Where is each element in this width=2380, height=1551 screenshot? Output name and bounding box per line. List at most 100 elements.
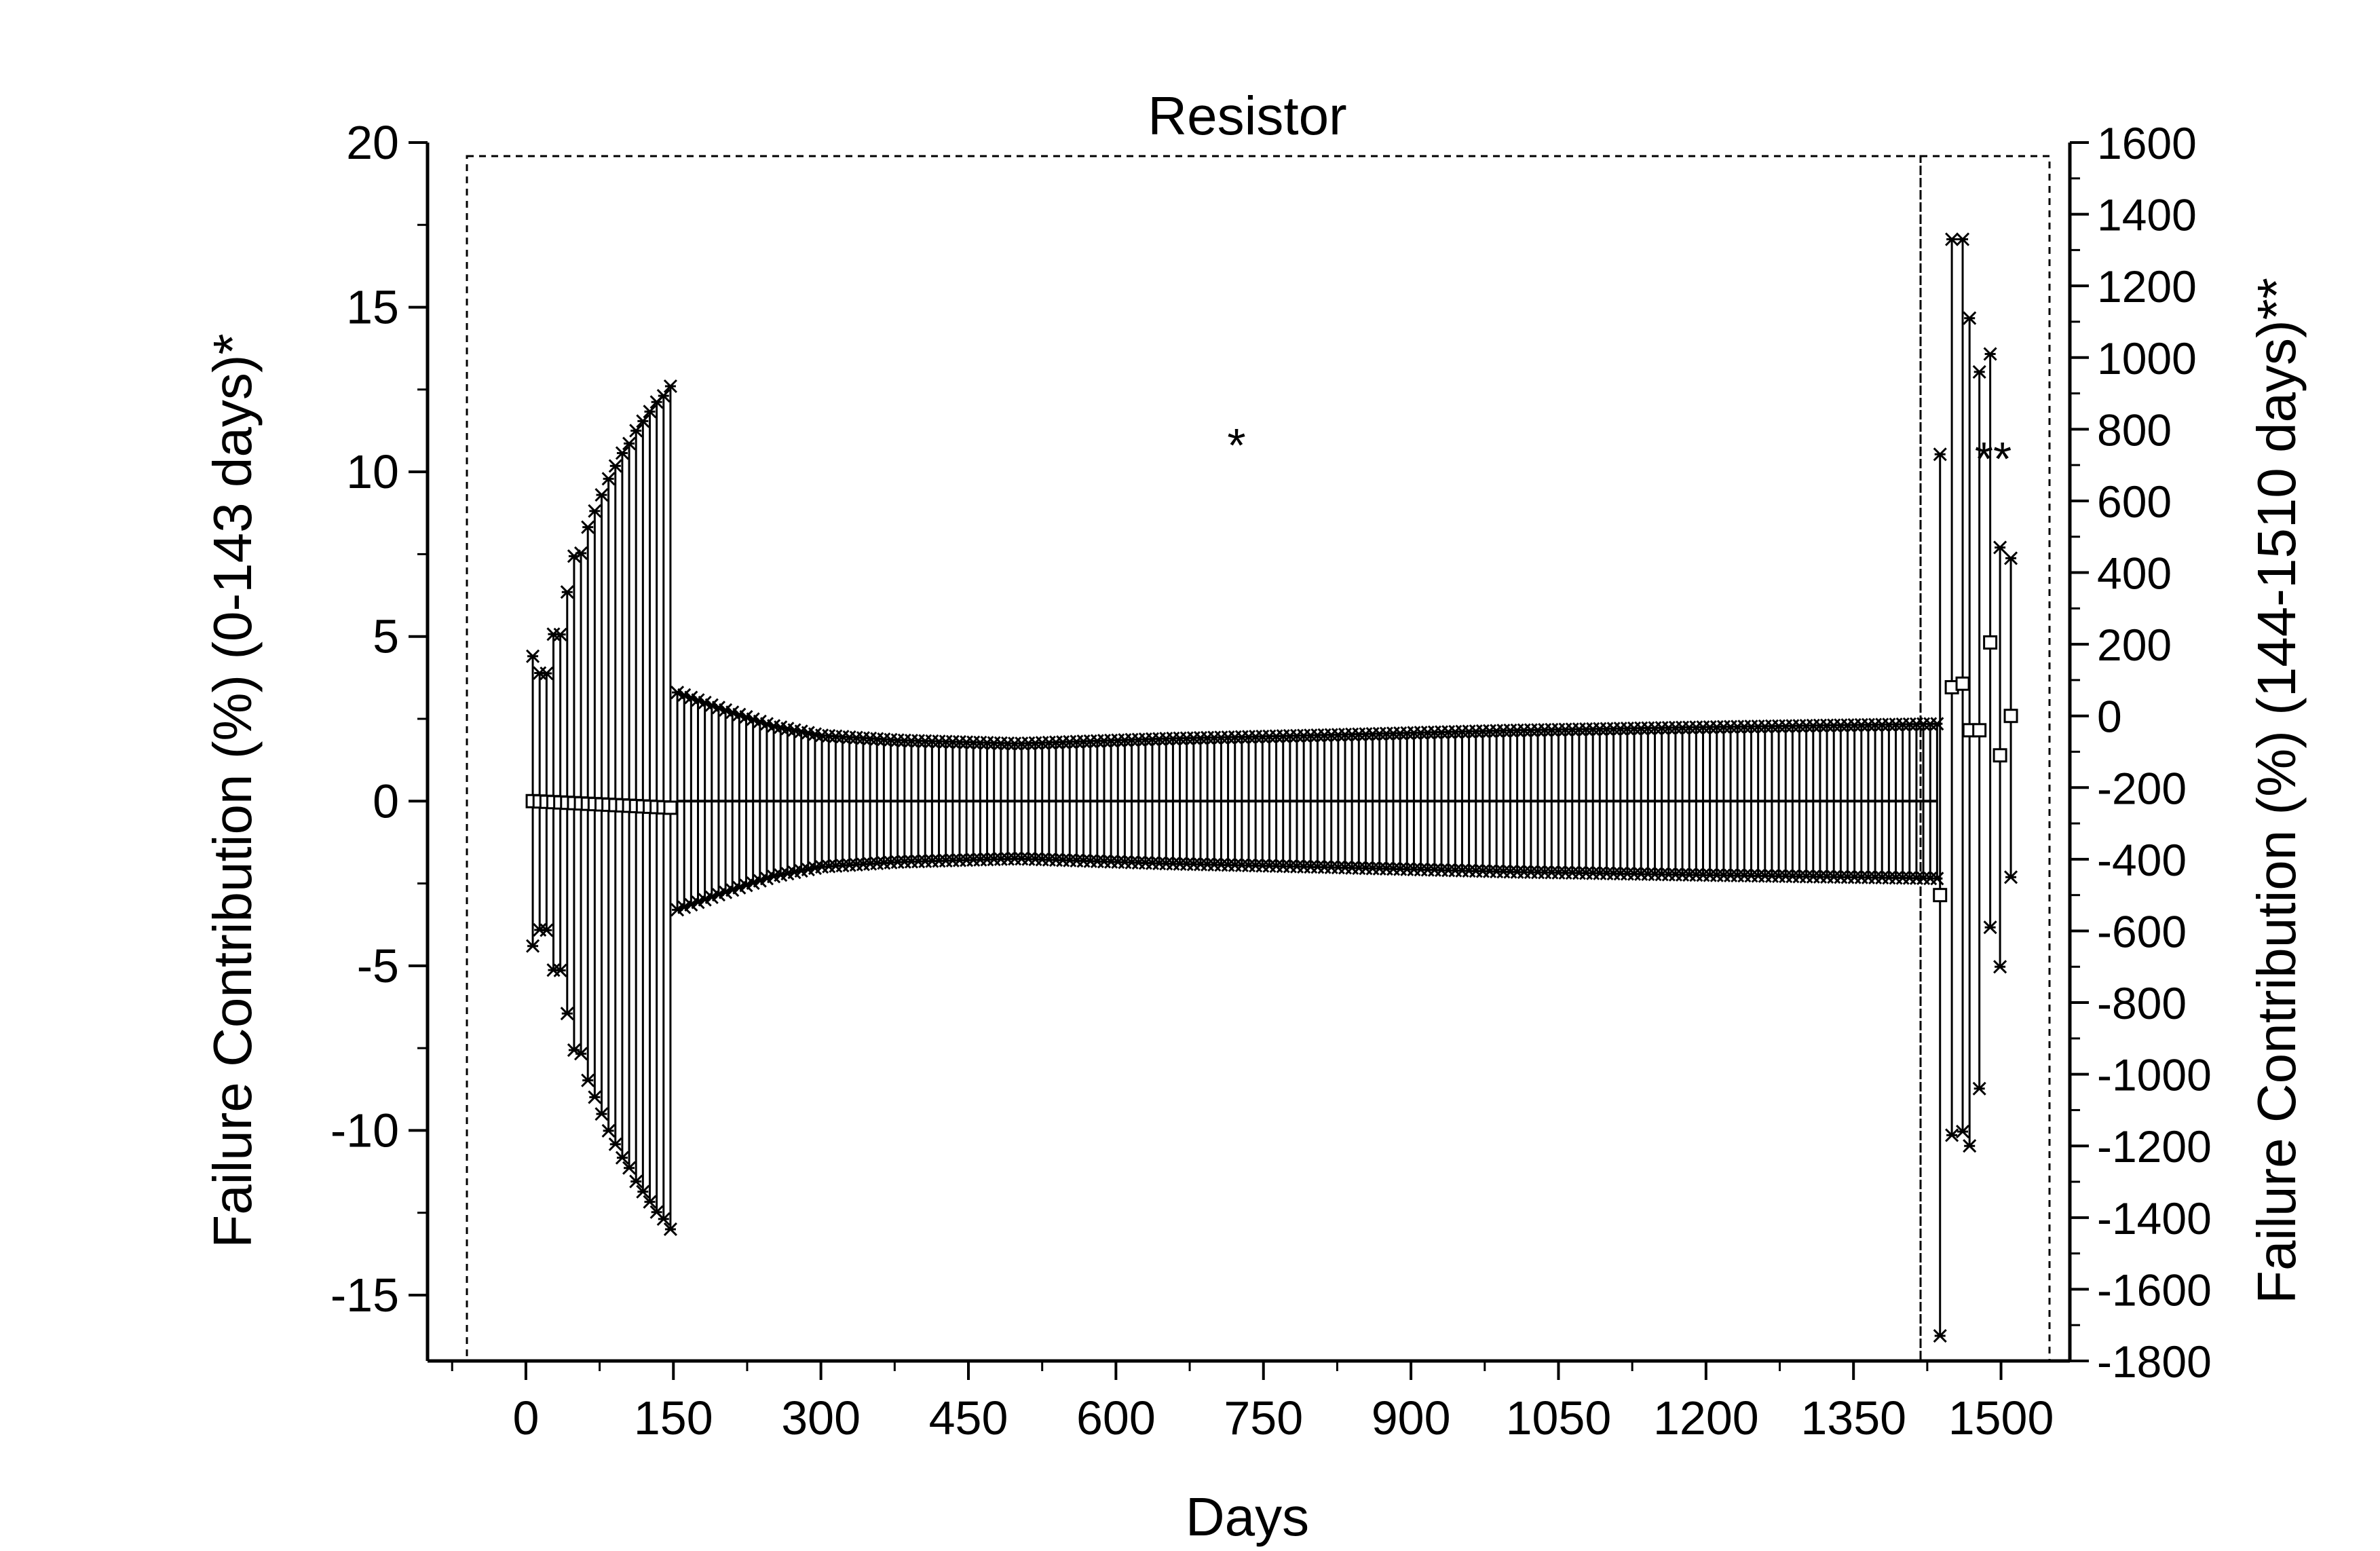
y-axis-right-label: Failure Contribution (%) (144-1510 days)… [2246, 278, 2307, 1304]
error-cross-bottom [2003, 870, 2018, 884]
error-cross-top [643, 405, 657, 419]
data-point [1972, 723, 1987, 738]
error-cross-bottom [560, 1007, 574, 1021]
y-right-tick-label: -400 [2097, 835, 2187, 885]
error-cross-bottom [643, 1195, 657, 1209]
error-cross-top [663, 379, 677, 394]
y-right-tick-label: 800 [2097, 405, 2172, 455]
x-tick-label: 300 [781, 1391, 861, 1444]
error-cross-bottom [608, 1137, 622, 1151]
error-cross-top [656, 389, 670, 403]
error-cross-top [588, 504, 602, 518]
error-cross-bottom [1955, 1125, 1970, 1139]
error-envelope-bottom [677, 858, 1938, 911]
error-cross-top [1945, 232, 1959, 246]
error-cross-bottom [525, 939, 540, 953]
error-cross-top [1963, 311, 1977, 325]
error-cross-top [1955, 232, 1970, 246]
error-cross-bottom [629, 1174, 643, 1189]
error-cross-bottom [1933, 1328, 1947, 1343]
error-envelope-top [677, 692, 1938, 745]
error-cross-bottom [1983, 920, 1997, 935]
y-left-tick-label: -15 [330, 1269, 399, 1322]
y-left-tick-label: -5 [357, 939, 399, 992]
data-point [1992, 748, 2007, 763]
data-point [663, 800, 678, 815]
x-tick-label: 150 [634, 1391, 713, 1444]
error-cross-bottom [540, 923, 554, 937]
annotation-left: * [1227, 419, 1245, 472]
x-tick-label: 900 [1372, 1391, 1451, 1444]
y-right-tick-label: 200 [2097, 620, 2172, 670]
x-tick-label: 600 [1076, 1391, 1156, 1444]
y-left-tick-label: 5 [373, 610, 399, 663]
data-point [1955, 676, 1970, 691]
annotation-right: ** [1975, 432, 2011, 485]
error-cross-bottom [553, 963, 567, 977]
error-cross-top [1983, 347, 1997, 361]
x-tick-label: 450 [929, 1391, 1008, 1444]
error-cross-top [560, 585, 574, 599]
error-cross-bottom [1963, 1139, 1977, 1153]
data-point [2003, 709, 2018, 724]
error-cross-top [573, 546, 588, 561]
error-cross-bottom [601, 1123, 616, 1138]
error-cross-top [615, 446, 629, 460]
y-right-tick-label: 600 [2097, 476, 2172, 527]
error-cross-bottom [1993, 960, 2007, 974]
y-right-tick-label: -200 [2097, 763, 2187, 813]
error-cross-top [1993, 540, 2007, 555]
error-cross-bottom [663, 1222, 677, 1237]
x-tick-label: 1500 [1948, 1391, 2054, 1444]
error-cross-top [2003, 551, 2018, 565]
y-left-tick-label: 0 [373, 774, 399, 827]
error-cross-bottom [656, 1212, 670, 1226]
error-cross-top [525, 649, 540, 663]
data-point [1933, 888, 1948, 903]
error-cross-bottom [622, 1161, 637, 1175]
data-layer [525, 232, 2018, 1343]
x-tick-label: 1350 [1800, 1391, 1906, 1444]
error-cross-bottom [1972, 1081, 1986, 1096]
y-right-tick-label: -600 [2097, 906, 2187, 956]
error-cross-top [1933, 447, 1947, 462]
data-point [1983, 635, 1998, 650]
error-cross-top [581, 520, 595, 534]
y-right-tick-label: -1200 [2097, 1121, 2212, 1172]
y-right-tick-label: -1800 [2097, 1337, 2212, 1387]
x-tick-label: 0 [512, 1391, 539, 1444]
error-cross-top [1972, 365, 1986, 379]
y-right-tick-label: -1600 [2097, 1265, 2212, 1315]
y-right-tick-label: 1200 [2097, 261, 2197, 312]
error-cross-top [622, 436, 637, 451]
error-cross-bottom [581, 1073, 595, 1087]
error-cross-top [601, 472, 616, 486]
y-right-tick-label: -1000 [2097, 1050, 2212, 1100]
error-cross-bottom [636, 1184, 650, 1199]
y-right-tick-label: -1400 [2097, 1193, 2212, 1244]
x-axis-label: Days [1186, 1487, 1309, 1547]
error-cross-top [608, 459, 622, 473]
error-cross-bottom [594, 1107, 609, 1121]
chart-title: Resistor [1148, 86, 1346, 146]
x-tick-label: 750 [1224, 1391, 1303, 1444]
y-right-tick-label: 400 [2097, 548, 2172, 599]
error-cross-bottom [1945, 1128, 1959, 1142]
y-left-tick-label: -10 [330, 1104, 399, 1157]
y-right-tick-label: 1400 [2097, 190, 2197, 240]
error-cross-bottom [588, 1090, 602, 1104]
error-cross-bottom [615, 1151, 629, 1165]
y-right-tick-label: 1000 [2097, 333, 2197, 384]
x-tick-label: 1050 [1506, 1391, 1612, 1444]
error-cross-top [553, 627, 567, 641]
y-left-tick-label: 10 [346, 445, 399, 498]
y-axis-left-label: Failure Contribution (%) (0-143 days)* [202, 333, 263, 1248]
error-cross-bottom [573, 1047, 588, 1061]
error-cross-top [567, 549, 581, 563]
y-right-tick-label: -800 [2097, 978, 2187, 1028]
axes-layer: 0 150 300 450 600 750 900 1050 1200 1350 1500-15-1… [330, 116, 2212, 1444]
y-left-tick-label: 20 [346, 116, 399, 169]
y-right-tick-label: 0 [2097, 692, 2122, 742]
